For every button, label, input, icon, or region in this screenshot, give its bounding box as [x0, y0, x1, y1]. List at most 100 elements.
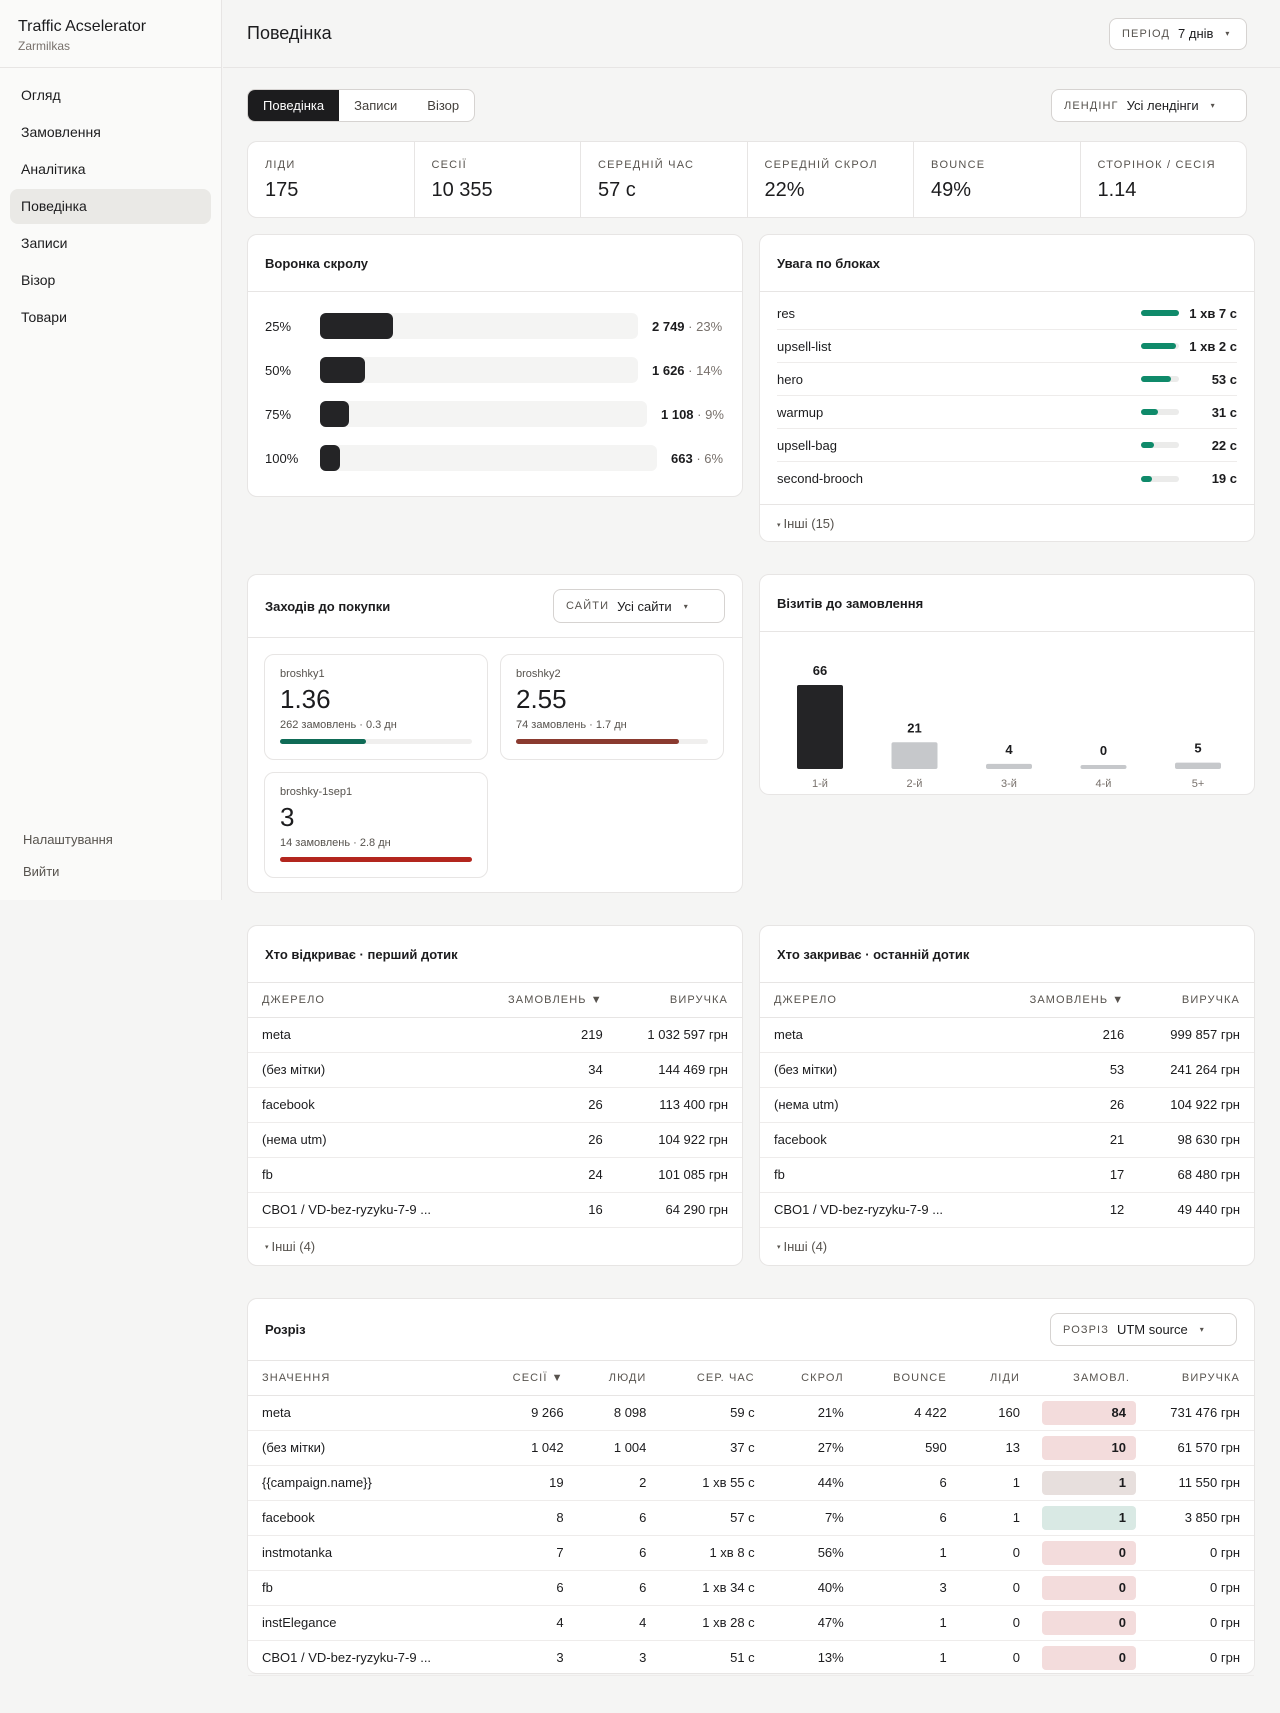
visits-to-order-card: Візитів до замовлення 66 1-й 21 2-й 4 3-й 0 4-й…	[759, 574, 1255, 795]
attention-value: 22 с	[1211, 437, 1237, 453]
attention-fill	[1141, 376, 1172, 382]
table-row[interactable]: facebook 21 98 630 грн	[760, 1122, 1254, 1158]
table-row[interactable]: CBO1 / VD-bez-ryzyku-7-9 ... 12 49 440 грн	[760, 1192, 1254, 1228]
table-row[interactable]: (без мітки) 53 241 264 грн	[760, 1052, 1254, 1088]
table-row[interactable]: CBO1 / VD-bez-ryzyku-7-9 ... 16 64 290 грн	[248, 1192, 742, 1228]
table-header-row: Джерело Замовлень ▼ Виручка	[760, 983, 1254, 1018]
landing-select[interactable]: Лендінг Усі лендінги ▾	[1051, 89, 1247, 122]
attention-metric: 31 с	[1141, 405, 1237, 420]
sidebar-item-behavior[interactable]: Поведінка	[10, 189, 211, 224]
logout-link[interactable]: Вийти	[23, 864, 60, 879]
scroll-cell: 56%	[768, 1535, 858, 1571]
revenue-cell: 3 850 грн	[1144, 1500, 1254, 1536]
table-row[interactable]: (нема utm) 26 104 922 грн	[248, 1122, 742, 1158]
col-value[interactable]: Значення	[248, 1361, 478, 1396]
sessions-cell: 9 266	[478, 1395, 578, 1431]
col-orders[interactable]: Замовл.	[1034, 1361, 1144, 1396]
more-sources-toggle[interactable]: ▾ Інші (4)	[760, 1228, 1254, 1254]
funnel-row: 25% 2 749 · 23%	[248, 304, 742, 348]
bounce-cell: 1	[857, 1605, 961, 1641]
table-row[interactable]: fb 24 101 085 грн	[248, 1157, 742, 1193]
col-orders[interactable]: Замовлень ▼	[475, 983, 617, 1018]
site-value: 3	[280, 802, 295, 832]
table-row[interactable]: (нема utm) 26 104 922 грн	[760, 1087, 1254, 1123]
tab-behavior[interactable]: Поведінка	[248, 90, 340, 121]
period-select[interactable]: Період 7 днів ▾	[1109, 17, 1247, 50]
settings-link[interactable]: Налаштування	[23, 832, 113, 847]
col-sessions[interactable]: Сесії ▼	[478, 1361, 578, 1396]
main: Поведінка Період 7 днів ▾ Поведінка Запи…	[223, 0, 1280, 1676]
attention-metric: 1 хв 2 с	[1141, 339, 1237, 354]
source-cell: meta	[248, 1017, 476, 1053]
card-title: Розріз	[265, 1322, 306, 1337]
kpi-value: 175	[265, 179, 299, 201]
tab-vizor[interactable]: Візор	[427, 98, 460, 113]
more-blocks-toggle[interactable]: ▾ Інші (15)	[760, 505, 1254, 531]
table-row[interactable]: facebook 8 6 57 с 7% 6 1 1 3 850 грн	[248, 1500, 1254, 1536]
col-avg-time[interactable]: Сер. час	[660, 1361, 769, 1396]
sessions-cell: 6	[478, 1570, 578, 1606]
bar-value-label: 5	[1194, 741, 1201, 756]
people-cell: 2	[577, 1465, 661, 1501]
table-row[interactable]: instElegance 4 4 1 хв 28 с 47% 1 0 0 0 грн	[248, 1605, 1254, 1641]
table-row[interactable]: fb 6 6 1 хв 34 с 40% 3 0 0 0 грн	[248, 1570, 1254, 1606]
col-bounce[interactable]: Bounce	[857, 1361, 961, 1396]
leads-cell: 13	[960, 1430, 1034, 1466]
table-row[interactable]: meta 216 999 857 грн	[760, 1017, 1254, 1053]
sidebar-item-analytics[interactable]: Аналітика	[21, 161, 86, 177]
sidebar-item-recordings[interactable]: Записи	[21, 235, 68, 251]
bar[interactable]	[1175, 762, 1221, 769]
kpi-pages-per-session: Сторінок / сесія 1.14	[1081, 142, 1247, 217]
site-fill	[280, 857, 472, 862]
table-row[interactable]: (без мітки) 34 144 469 грн	[248, 1052, 742, 1088]
tab-recordings[interactable]: Записи	[354, 98, 398, 113]
col-orders[interactable]: Замовлень ▼	[993, 983, 1139, 1018]
site-card[interactable]: broshky2 2.55 74 замовлень · 1.7 дн	[500, 654, 724, 760]
kpi-avg-scroll: Середній скрол 22%	[748, 142, 914, 217]
sidebar-item-products[interactable]: Товари	[21, 309, 67, 325]
table-row[interactable]: facebook 26 113 400 грн	[248, 1087, 742, 1123]
col-revenue[interactable]: Виручка	[616, 983, 742, 1018]
sites-label: Сайти	[566, 600, 610, 612]
table-row[interactable]: (без мітки) 1 042 1 004 37 с 27% 590 13 10 61 57…	[248, 1430, 1254, 1466]
people-cell: 6	[577, 1570, 661, 1606]
table-row[interactable]: fb 17 68 480 грн	[760, 1157, 1254, 1193]
col-people[interactable]: Люди	[577, 1361, 661, 1396]
leads-cell: 0	[960, 1535, 1034, 1571]
site-bar	[280, 739, 472, 744]
col-source[interactable]: Джерело	[248, 983, 476, 1018]
table-row[interactable]: instmotanka 7 6 1 хв 8 с 56% 1 0 0 0 грн	[248, 1535, 1254, 1571]
col-revenue[interactable]: Виручка	[1138, 983, 1254, 1018]
bar[interactable]	[1080, 765, 1127, 769]
site-card[interactable]: broshky1 1.36 262 замовлень · 0.3 дн	[264, 654, 488, 760]
table-row[interactable]: meta 9 266 8 098 59 с 21% 4 422 160 84 731 476 г…	[248, 1395, 1254, 1431]
revenue-cell: 68 480 грн	[1138, 1157, 1254, 1193]
col-scroll[interactable]: Скрол	[768, 1361, 858, 1396]
sidebar-item-overview[interactable]: Огляд	[21, 87, 61, 103]
site-card[interactable]: broshky-1sep1 3 14 замовлень · 2.8 дн	[264, 772, 488, 878]
funnel-row: 50% 1 626 · 14%	[248, 348, 742, 392]
chart-title: Візитів до замовлення	[777, 595, 924, 611]
bar[interactable]	[986, 763, 1032, 769]
breakdown-select[interactable]: Розріз UTM source ▾	[1050, 1313, 1237, 1346]
table-row[interactable]: {{campaign.name}} 19 2 1 хв 55 с 44% 6 1 1 11 55…	[248, 1465, 1254, 1501]
bar[interactable]	[797, 685, 843, 769]
period-label: Період	[1122, 27, 1171, 40]
sidebar-item-orders[interactable]: Замовлення	[21, 124, 101, 140]
sites-select[interactable]: Сайти Усі сайти ▾	[553, 589, 725, 623]
more-sources-toggle[interactable]: ▾ Інші (4)	[248, 1228, 742, 1254]
col-revenue[interactable]: Виручка	[1144, 1361, 1254, 1396]
funnel-pct: 25%	[265, 318, 292, 334]
col-source[interactable]: Джерело	[760, 983, 994, 1018]
kpi-label: Bounce	[931, 159, 986, 171]
table-row[interactable]: CBO1 / VD-bez-ryzyku-7-9 ... 3 3 51 с 13% 1 0 0…	[248, 1640, 1254, 1676]
sidebar-item-vizor[interactable]: Візор	[21, 272, 56, 288]
funnel-row: 100% 663 · 6%	[248, 436, 742, 480]
caret-down-icon: ▾	[777, 521, 781, 529]
table-row[interactable]: meta 219 1 032 597 грн	[248, 1017, 742, 1053]
leads-cell: 0	[960, 1605, 1034, 1641]
block-name: hero	[777, 371, 804, 387]
bar[interactable]	[891, 742, 938, 769]
col-leads[interactable]: Ліди	[960, 1361, 1034, 1396]
sessions-cell: 3	[478, 1640, 578, 1676]
